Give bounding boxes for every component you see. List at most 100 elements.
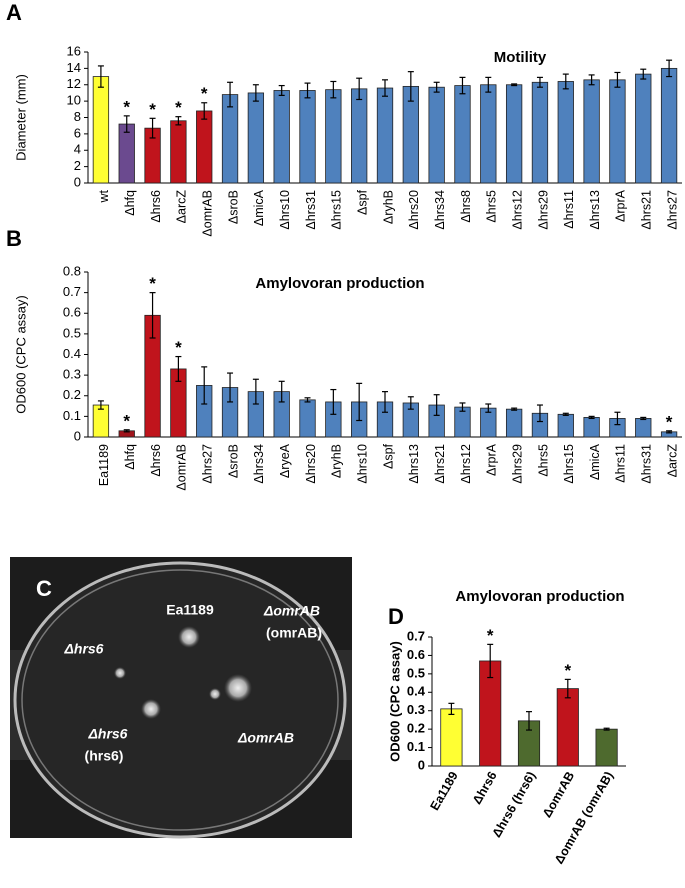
bar: [118, 123, 135, 184]
x-tick-label: ΔomrAB: [201, 190, 215, 237]
y-tick-label: 0.1: [407, 739, 425, 754]
bar: [556, 688, 579, 767]
petri-dish: [13, 561, 347, 839]
error-bar: [433, 81, 440, 93]
y-tick-label: 0.7: [407, 628, 425, 643]
error-bar: [511, 407, 518, 411]
x-tick-label: Δhrs21: [433, 444, 447, 484]
error-bar: [536, 404, 543, 423]
photo-label: Ea1189: [166, 602, 214, 618]
y-tick-label: 10: [67, 93, 81, 108]
photo-panel: C Ea1189 ΔomrAB (omrAB) Δhrs6 Δhrs6 (hrs…: [10, 557, 352, 839]
y-tick-label: 0.5: [63, 325, 81, 340]
x-tick-label: Δhrs29: [536, 190, 550, 230]
y-tick-label: 0: [74, 428, 81, 443]
x-tick-label: ΔryeA: [278, 443, 292, 478]
colony: [141, 699, 161, 719]
bar: [221, 94, 239, 184]
y-tick-label: 0.2: [63, 387, 81, 402]
y-tick-label: 0.3: [63, 367, 81, 382]
bar: [609, 79, 626, 184]
y-axis-label: OD600 (CPC assay): [387, 641, 402, 762]
bar: [376, 87, 394, 184]
x-tick-label: Δhrs27: [201, 444, 215, 484]
x-tick-label: ΔmicA: [588, 443, 602, 480]
x-tick-label: ΔmicA: [252, 189, 266, 226]
bar: [325, 89, 342, 184]
significance-marker: *: [175, 98, 182, 117]
error-bar: [97, 400, 104, 410]
error-bar: [175, 116, 182, 126]
error-bar: [356, 382, 363, 422]
bar: [351, 88, 368, 184]
y-tick-label: 0.7: [63, 284, 81, 299]
x-tick-label: ΔryhB: [330, 444, 344, 478]
y-tick-label: 0.2: [407, 721, 425, 736]
bar: [247, 92, 265, 184]
x-tick-label: Δhrs34: [433, 190, 447, 230]
x-tick-label: Δhrs27: [665, 190, 679, 230]
bar: [299, 399, 316, 438]
error-bar: [526, 711, 532, 731]
bar: [595, 728, 618, 767]
y-tick-label: 14: [67, 60, 81, 75]
x-tick-label: Ea1189: [428, 769, 461, 813]
x-tick-label: Δhfq: [123, 444, 137, 470]
y-tick-label: 0.8: [63, 263, 81, 278]
error-bar: [666, 430, 673, 434]
photo-label: Δhrs6: [88, 726, 128, 742]
y-tick-label: 0.6: [63, 305, 81, 320]
y-tick-label: 0.4: [407, 684, 426, 699]
error-bar: [485, 76, 492, 93]
x-tick-label: Δhrs5: [536, 444, 550, 477]
y-tick-label: 0.3: [407, 702, 425, 717]
error-bar: [588, 415, 595, 420]
significance-marker: *: [201, 84, 208, 103]
y-tick-label: 12: [67, 76, 81, 91]
error-bar: [278, 84, 285, 96]
error-bar: [149, 292, 156, 339]
error-bar: [614, 411, 621, 426]
chart: D Amylovoran production OD600 (CPC assay) 0…: [387, 588, 626, 866]
error-bar: [382, 79, 388, 97]
x-tick-label: ΔrprA: [485, 443, 499, 476]
error-bar: [304, 82, 311, 99]
error-bar: [487, 643, 494, 679]
bar: [440, 708, 463, 767]
significance-marker: *: [149, 274, 156, 293]
x-tick-label: Δhrs8: [459, 190, 473, 223]
significance-marker: *: [123, 97, 130, 116]
significance-marker: *: [666, 412, 673, 431]
bar: [480, 84, 497, 184]
significance-marker: *: [487, 626, 494, 645]
photo-label: (hrs6): [85, 748, 124, 764]
bar: [428, 86, 445, 184]
x-tick-label: ΔomrAB: [540, 769, 577, 820]
y-tick-label: 16: [67, 43, 81, 58]
bar: [557, 413, 574, 438]
bar: [583, 79, 600, 184]
panel-label: A: [6, 0, 22, 25]
error-bar: [149, 117, 156, 139]
bar: [505, 84, 523, 184]
x-tick-label: ΔryhB: [381, 190, 395, 224]
panel-label: C: [36, 576, 52, 601]
x-tick-label: Δhrs29: [510, 444, 524, 484]
bar: [299, 90, 316, 184]
error-bar: [252, 378, 259, 405]
photo-label: Δhrs6: [64, 641, 104, 657]
x-tick-label: Δhrs15: [330, 190, 344, 230]
colony: [114, 667, 126, 679]
colony: [209, 688, 221, 700]
error-bar: [227, 81, 234, 108]
bar: [583, 417, 600, 438]
x-tick-label: Δhrs21: [640, 190, 654, 230]
error-bar: [356, 77, 363, 101]
colony: [178, 626, 200, 648]
error-bar: [382, 391, 388, 413]
x-tick-label: Δhrs6: [470, 769, 500, 807]
y-tick-label: 0: [418, 757, 425, 772]
significance-marker: *: [149, 100, 156, 119]
colony: [224, 674, 252, 702]
